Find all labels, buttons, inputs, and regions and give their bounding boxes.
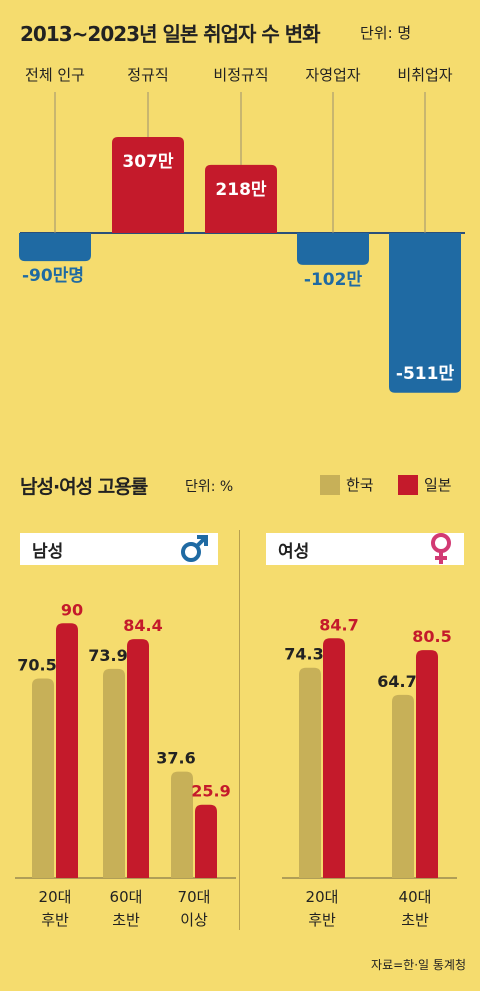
- male-category-label: 60대: [110, 888, 143, 906]
- male-value-label-korea: 73.9: [88, 646, 127, 665]
- male-value-label-japan: 90: [61, 600, 83, 619]
- legend-japan: 일본: [398, 474, 452, 495]
- unit-label-bottom: 단위: %: [185, 479, 234, 495]
- legend-japan-swatch: [398, 474, 418, 495]
- male-value-label-japan: 84.4: [123, 616, 162, 635]
- chart1-category-label: 비정규직: [213, 66, 268, 84]
- chart1-bar: [112, 137, 184, 233]
- source-note: 자료=한·일 통계청: [371, 958, 466, 972]
- female-category-label: 초반: [401, 911, 429, 929]
- chart1-value-label: -90만명: [22, 266, 84, 286]
- female-bar-japan: [416, 650, 438, 878]
- male-category-label: 이상: [180, 911, 208, 929]
- female-value-label-korea: 64.7: [377, 672, 416, 691]
- chart1-bar: [297, 233, 369, 265]
- male-category-label: 70대: [178, 888, 211, 906]
- panel-label-female: 여성: [266, 533, 464, 565]
- male-category-label: 초반: [112, 911, 140, 929]
- panel-title-male: 남성: [32, 541, 64, 562]
- chart1-value-label: 218만: [215, 180, 266, 200]
- chart1-bar: [389, 233, 461, 393]
- chart-title-employment-change: 2013~2023년 일본 취업자 수 변화: [20, 22, 321, 46]
- male-bar-korea: [32, 678, 54, 878]
- male-value-label-korea: 70.5: [17, 655, 56, 674]
- chart-title-employment-rate: 남성·여성 고용률: [20, 476, 148, 498]
- panel-divider: [239, 530, 240, 930]
- chart1-value-label: -511만: [396, 364, 455, 384]
- male-bar-korea: [103, 668, 125, 878]
- unit-label-top: 단위: 명: [360, 24, 412, 42]
- legend-korea-swatch: [320, 474, 340, 495]
- panel-title-female: 여성: [278, 541, 310, 562]
- chart1-value-label: -102만: [304, 270, 363, 290]
- female-symbol-icon: [431, 533, 451, 564]
- chart1-value-label: 307만: [122, 152, 173, 172]
- chart1-category-label: 자영업자: [305, 66, 360, 84]
- female-value-label-japan: 80.5: [412, 627, 451, 646]
- female-value-label-japan: 84.7: [319, 615, 358, 634]
- chart1-bar: [19, 233, 91, 262]
- female-bar-japan: [323, 638, 345, 878]
- male-bar-japan: [127, 639, 149, 878]
- male-category-label: 20대: [39, 888, 72, 906]
- female-value-label-korea: 74.3: [284, 645, 323, 664]
- female-category-label: 후반: [308, 911, 336, 929]
- male-symbol-icon: [181, 535, 208, 562]
- female-category-label: 20대: [306, 888, 339, 906]
- female-category-label: 40대: [399, 888, 432, 906]
- male-bar-japan: [56, 623, 78, 878]
- legend-korea: 한국: [320, 474, 374, 495]
- panel-label-male: 남성: [20, 533, 218, 565]
- chart1-bar: [205, 164, 277, 233]
- female-bar-korea: [392, 694, 414, 878]
- male-value-label-korea: 37.6: [156, 749, 195, 768]
- chart1-category-label: 정규직: [127, 66, 168, 84]
- male-bar-japan: [195, 804, 217, 878]
- chart1-category-label: 비취업자: [397, 66, 452, 84]
- legend-japan-label: 일본: [424, 476, 452, 494]
- male-category-label: 후반: [41, 911, 69, 929]
- chart1-category-label: 전체 인구: [25, 66, 85, 84]
- male-bar-korea: [171, 771, 193, 878]
- male-value-label-japan: 25.9: [191, 782, 230, 801]
- legend-korea-label: 한국: [346, 476, 374, 494]
- female-bar-korea: [299, 667, 321, 878]
